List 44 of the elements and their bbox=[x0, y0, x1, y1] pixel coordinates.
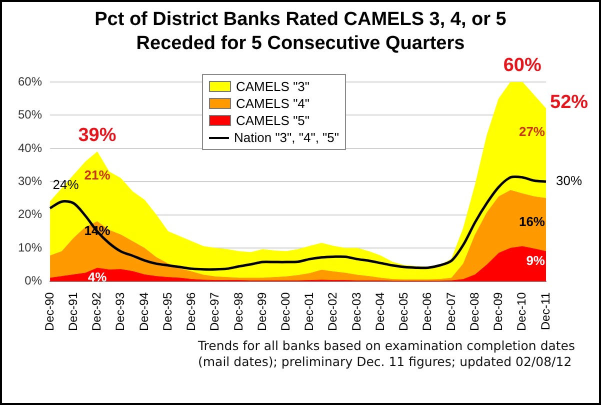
data-label: 21% bbox=[84, 167, 111, 182]
x-tick-label: Dec-11 bbox=[538, 292, 552, 330]
x-tick-label: Dec-10 bbox=[514, 292, 529, 332]
x-tick-label: Dec-92 bbox=[90, 292, 104, 332]
y-tick-label: 20% bbox=[18, 207, 42, 222]
x-tick-label: Dec-96 bbox=[184, 292, 198, 332]
y-tick-label: 10% bbox=[18, 240, 42, 254]
total-label: 60% bbox=[503, 55, 542, 76]
x-tick-label: Dec-94 bbox=[136, 292, 151, 332]
x-tick-label: Dec-90 bbox=[42, 292, 56, 332]
data-label: 9% bbox=[526, 252, 546, 268]
data-label: 16% bbox=[518, 214, 546, 229]
text: Trends for all banks based on examination completion dates (mail dates); preliminary Dec. 11 figures; updated 02/08/12 bbox=[198, 338, 576, 370]
data-label: 27% bbox=[518, 124, 546, 140]
x-tick-label: Dec-95 bbox=[160, 292, 174, 332]
x-tick-label: Dec-02 bbox=[326, 292, 340, 332]
legend-label: Nation "3", "4", "5" bbox=[234, 129, 340, 146]
legend-label: CAMELS "4" bbox=[236, 95, 310, 112]
total-label: 52% bbox=[550, 92, 588, 113]
x-tick-label: Dec-06 bbox=[420, 292, 434, 332]
x-tick-label: Dec-05 bbox=[396, 292, 411, 332]
y-tick-label: 40% bbox=[18, 140, 42, 155]
legend-label: CAMELS "3" bbox=[236, 78, 310, 95]
x-tick-label: Dec-07 bbox=[444, 292, 458, 332]
y-tick-label: 30% bbox=[18, 174, 42, 188]
x-tick-label: Dec-97 bbox=[208, 292, 222, 332]
x-tick-label: Dec-93 bbox=[113, 292, 128, 332]
x-tick-label: Dec-09 bbox=[491, 292, 506, 332]
chart-title: Pct of District Banks Rated CAMELS 3, 4, or 5 Receded for 5 Consecutive Quarters bbox=[94, 8, 508, 56]
x-tick-label: Dec-99 bbox=[254, 292, 269, 332]
total-label: 39% bbox=[78, 124, 116, 146]
data-label: 4% bbox=[88, 270, 108, 285]
legend-label: CAMELS "5" bbox=[236, 112, 310, 129]
x-tick-label: Dec-00 bbox=[278, 292, 293, 332]
x-tick-label: Dec-98 bbox=[231, 292, 246, 332]
x-tick-label: Dec-08 bbox=[467, 292, 482, 332]
data-label: 30% bbox=[556, 173, 582, 188]
x-tick-label: Dec-01 bbox=[302, 292, 316, 332]
x-tick-label: Dec-04 bbox=[372, 292, 387, 332]
y-tick-label: 60% bbox=[18, 74, 42, 88]
y-tick-label: 50% bbox=[18, 108, 42, 122]
x-tick-label: Dec-03 bbox=[349, 292, 364, 332]
y-tick-label: 0% bbox=[24, 274, 42, 288]
x-tick-label: Dec-91 bbox=[66, 292, 80, 332]
